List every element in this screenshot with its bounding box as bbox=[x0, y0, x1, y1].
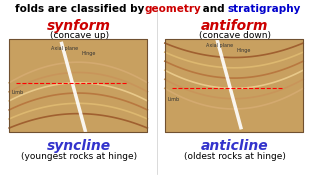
Text: anticline: anticline bbox=[201, 139, 269, 153]
Text: synform: synform bbox=[47, 19, 111, 33]
Text: Limb: Limb bbox=[168, 97, 180, 102]
Text: Hinge: Hinge bbox=[237, 48, 251, 53]
Text: (oldest rocks at hinge): (oldest rocks at hinge) bbox=[184, 152, 286, 161]
Text: antiform: antiform bbox=[201, 19, 269, 33]
Text: and: and bbox=[199, 4, 229, 14]
FancyBboxPatch shape bbox=[165, 39, 303, 132]
Text: syncline: syncline bbox=[47, 139, 111, 153]
Text: Axial plane: Axial plane bbox=[206, 44, 234, 48]
Text: geometry: geometry bbox=[144, 4, 201, 14]
Text: (concave up): (concave up) bbox=[50, 31, 109, 40]
Text: stratigraphy: stratigraphy bbox=[228, 4, 301, 14]
Text: folds are classified by: folds are classified by bbox=[15, 4, 148, 14]
Text: (concave down): (concave down) bbox=[199, 31, 271, 40]
Text: (youngest rocks at hinge): (youngest rocks at hinge) bbox=[21, 152, 137, 161]
Text: Hinge: Hinge bbox=[81, 51, 95, 56]
FancyBboxPatch shape bbox=[9, 39, 148, 132]
Text: Axial plane: Axial plane bbox=[51, 46, 78, 51]
Text: Limb: Limb bbox=[12, 90, 24, 95]
